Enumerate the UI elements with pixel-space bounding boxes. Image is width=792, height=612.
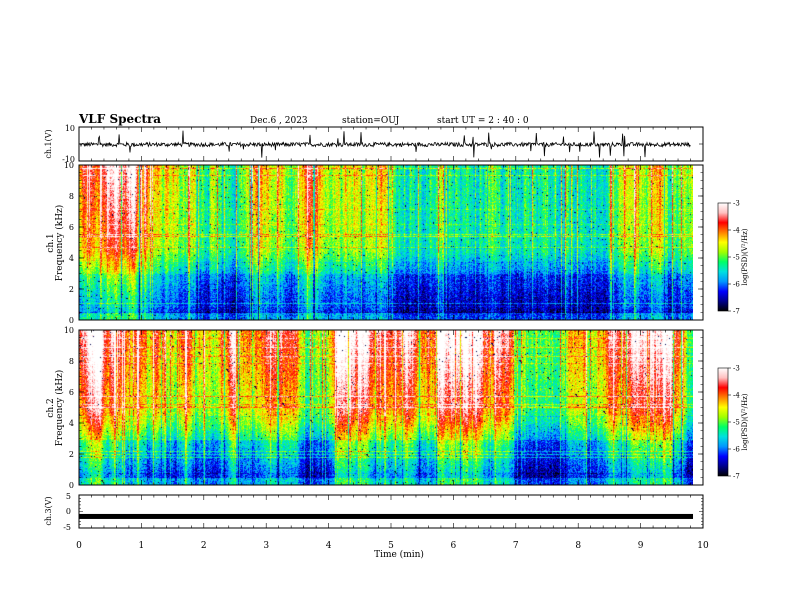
figure-title: VLF Spectra (78, 112, 161, 126)
y-tick-label: 6 (69, 388, 74, 397)
colorbar-tick-label: -3 (733, 200, 740, 208)
ch1-colorbar-gradient (717, 202, 729, 312)
y-tick-label: 2 (69, 285, 74, 294)
y-tick-label: 4 (69, 419, 74, 428)
x-axis-tick-labels: 0 1 2 3 4 5 6 7 8 9 10 (76, 541, 709, 551)
ch1-spectrogram-ylabel-channel: ch.1 (46, 233, 56, 252)
colorbar-tick-label: -7 (733, 473, 740, 481)
x-tick-label: 5 (388, 541, 394, 551)
ch1-spectrogram-ticks (78, 164, 704, 321)
ch1-spectrogram-heatmap (79, 165, 693, 320)
x-tick-label: 8 (575, 541, 581, 551)
ch3-ytick-bottom: -5 (63, 523, 71, 532)
ch2-spectrogram-heatmap (79, 330, 693, 485)
colorbar-tick-label: -6 (733, 446, 740, 454)
x-tick-label: 1 (139, 541, 145, 551)
colorbar-tick-label: -4 (733, 392, 740, 400)
station-label: station=OUJ (342, 116, 400, 126)
ch1-ytick-bottom: -10 (62, 155, 75, 164)
ch2-spectrogram-ytick-labels: 10 8 6 4 2 0 (64, 326, 74, 490)
ch3-waveform-panel: 5 0 -5 ch.3(V) (44, 492, 704, 532)
colorbar-tick-label: -3 (733, 365, 740, 373)
y-tick-label: 10 (64, 161, 74, 170)
ch1-spectrogram-ytick-labels: 10 8 6 4 2 0 (64, 161, 74, 325)
x-tick-label: 9 (638, 541, 644, 551)
y-tick-label: 0 (69, 316, 74, 325)
colorbar-tick-label: -5 (733, 419, 740, 427)
x-tick-label: 7 (513, 541, 519, 551)
ch1-waveform-ticks (78, 126, 704, 162)
y-tick-label: 6 (69, 223, 74, 232)
start-ut-label: start UT = 2 : 40 : 0 (437, 116, 529, 126)
ch3-waveform-ticks (78, 494, 704, 529)
y-tick-label: 8 (69, 192, 74, 201)
ch2-colorbar: -3 -4 -5 -6 -7 log(PSD)(V²/Hz) (717, 365, 749, 481)
ch2-spectrogram-ticks (78, 329, 704, 486)
y-tick-label: 4 (69, 254, 74, 263)
date-label: Dec.6 , 2023 (250, 116, 308, 126)
y-tick-label: 0 (69, 481, 74, 490)
colorbar-tick-label: -7 (733, 308, 740, 316)
ch3-ytick-middle: 0 (66, 507, 71, 516)
ch1-waveform-ylabel: ch.1(V) (44, 129, 53, 158)
y-tick-label: 8 (69, 357, 74, 366)
ch2-colorbar-label: log(PSD)(V²/Hz) (741, 393, 749, 450)
ch1-ytick-top: 10 (65, 124, 75, 133)
ch1-waveform-trace (78, 130, 691, 158)
ch2-colorbar-gradient (717, 367, 729, 477)
ch3-ytick-top: 5 (66, 492, 71, 501)
ch1-spectrogram-ylabel-frequency: Frequency (kHz) (54, 205, 65, 282)
ch2-spectrogram-ylabel-frequency: Frequency (kHz) (54, 370, 65, 447)
ch3-waveform-trace (79, 513, 694, 519)
ch1-spectrogram-panel: 10 8 6 4 2 0 ch.1 Frequency (kHz) (46, 161, 704, 325)
x-axis-label: Time (min) (374, 549, 424, 560)
ch2-colorbar-ticks: -3 -4 -5 -6 -7 (728, 365, 740, 481)
x-tick-label: 6 (451, 541, 457, 551)
y-tick-label: 2 (69, 450, 74, 459)
x-tick-label: 2 (201, 541, 207, 551)
ch1-colorbar-label: log(PSD)(V²/Hz) (741, 228, 749, 285)
ch2-spectrogram-ylabel-channel: ch.2 (46, 398, 56, 417)
colorbar-tick-label: -4 (733, 227, 740, 235)
ch1-colorbar-ticks: -3 -4 -5 -6 -7 (728, 200, 740, 316)
x-tick-label: 4 (326, 541, 332, 551)
ch1-colorbar: -3 -4 -5 -6 -7 log(PSD)(V²/Hz) (717, 200, 749, 316)
colorbar-tick-label: -6 (733, 281, 740, 289)
x-tick-label: 3 (263, 541, 269, 551)
x-tick-label: 10 (697, 541, 709, 551)
ch2-spectrogram-panel: 10 8 6 4 2 0 ch.2 Frequency (kHz) (46, 326, 704, 490)
y-tick-label: 10 (64, 326, 74, 335)
x-tick-label: 0 (76, 541, 82, 551)
ch3-waveform-ylabel: ch.3(V) (44, 496, 53, 525)
ch1-waveform-panel: 10 -10 ch.1(V) (44, 124, 704, 164)
colorbar-tick-label: -5 (733, 254, 740, 262)
